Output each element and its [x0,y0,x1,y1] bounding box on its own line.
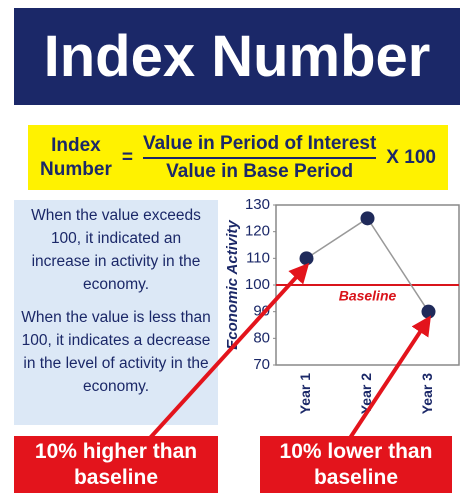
paragraph: When the value exceeds 100, it indicated… [31,207,201,293]
y-tick-label: 80 [253,329,270,346]
equals: = [121,146,133,168]
y-tick-label: 100 [245,276,270,293]
arrow [348,315,432,440]
data-point [299,251,314,266]
denominator: Value in Base Period [166,160,354,182]
y-tick-label: 70 [253,356,270,373]
y-tick-label: 110 [246,249,270,266]
paragraph: When the value is less than 100, it indi… [21,309,211,395]
multiplier: X 100 [386,146,436,168]
formula: Index Number = Value in Period of Intere… [28,125,448,190]
y-axis-label: Economic Activity [224,220,241,350]
data-point [421,304,436,319]
title: Index Number [14,8,460,105]
fraction: Value in Period of Interest Value in Bas… [142,131,377,185]
formula-lhs: Index Number [40,134,112,182]
y-tick-label: 90 [253,303,270,320]
callout: 10% lower than baseline [260,436,452,493]
y-tick-label: 130 [245,196,270,213]
baseline-label: Baseline [339,288,397,304]
x-tick-label: Year 1 [297,373,313,414]
arrow [148,262,310,440]
explanation: When the value exceeds 100, it indicated… [14,200,218,425]
x-tick-label: Year 3 [419,373,435,414]
formula-word: Index [51,134,101,156]
y-tick-label: 120 [245,223,270,240]
callout: 10% higher than baseline [14,436,218,493]
formula-word: Number [40,158,112,180]
data-point [360,211,375,226]
numerator: Value in Period of Interest [142,131,377,159]
